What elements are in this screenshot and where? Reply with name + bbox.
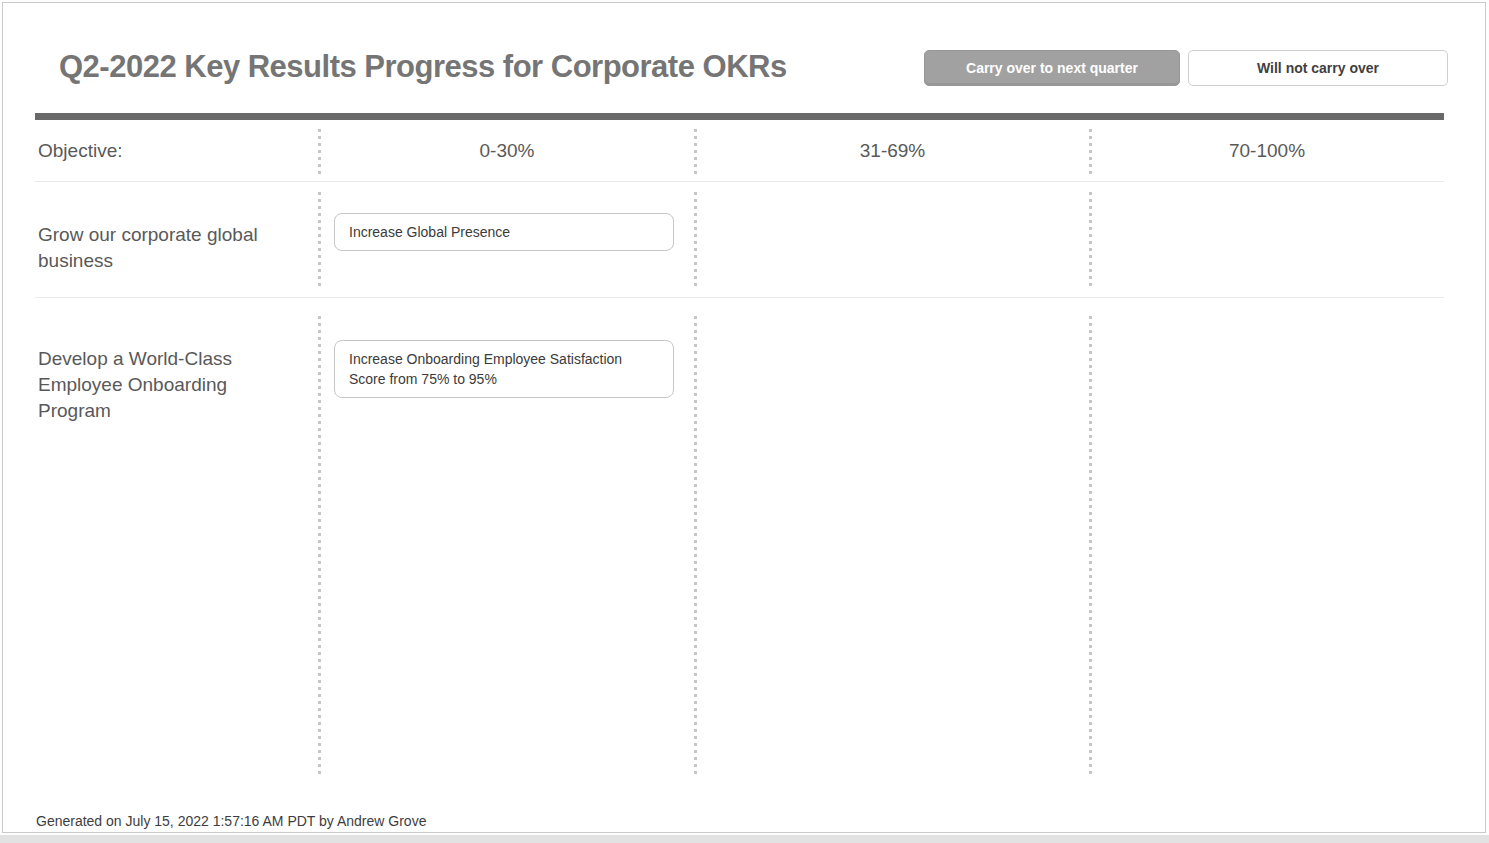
page-title: Q2-2022 Key Results Progress for Corpora… [59, 49, 787, 85]
screen: Q2-2022 Key Results Progress for Corpora… [0, 0, 1489, 843]
progress-cell-0-30: Increase Global Presence [319, 182, 695, 298]
objective-header-label: Objective: [35, 120, 319, 181]
range-header-label: 0-30% [319, 120, 695, 181]
key-result-card[interactable]: Increase Onboarding Employee Satisfactio… [334, 340, 674, 398]
progress-cell-31-69 [695, 182, 1090, 298]
range-header-label: 70-100% [1090, 120, 1444, 181]
key-result-card[interactable]: Increase Global Presence [334, 213, 674, 251]
objective-cell: Grow our corporate global business [35, 182, 319, 298]
carry-over-button[interactable]: Carry over to next quarter [924, 50, 1180, 86]
progress-cell-0-30: Increase Onboarding Employee Satisfactio… [319, 298, 695, 781]
okr-report-page: Q2-2022 Key Results Progress for Corpora… [2, 2, 1486, 833]
column-header-31-69: 31-69% [695, 120, 1090, 182]
will-not-carry-over-button[interactable]: Will not carry over [1188, 50, 1448, 86]
objective-label: Develop a World-Class Employee Onboardin… [35, 298, 319, 424]
objective-label: Grow our corporate global business [35, 182, 319, 274]
progress-cell-70-100 [1090, 182, 1444, 298]
objective-cell: Develop a World-Class Employee Onboardin… [35, 298, 319, 781]
progress-cell-70-100 [1090, 298, 1444, 781]
column-header-objective: Objective: [35, 120, 319, 182]
column-header-0-30: 0-30% [319, 120, 695, 182]
column-header-70-100: 70-100% [1090, 120, 1444, 182]
okr-table: Objective: 0-30% 31-69% 70-100% Grow our… [35, 113, 1444, 781]
generated-timestamp: Generated on July 15, 2022 1:57:16 AM PD… [36, 813, 426, 829]
range-header-label: 31-69% [695, 120, 1090, 181]
table-top-bar [35, 113, 1444, 120]
window-bottom-shadow [0, 835, 1489, 843]
progress-cell-31-69 [695, 298, 1090, 781]
